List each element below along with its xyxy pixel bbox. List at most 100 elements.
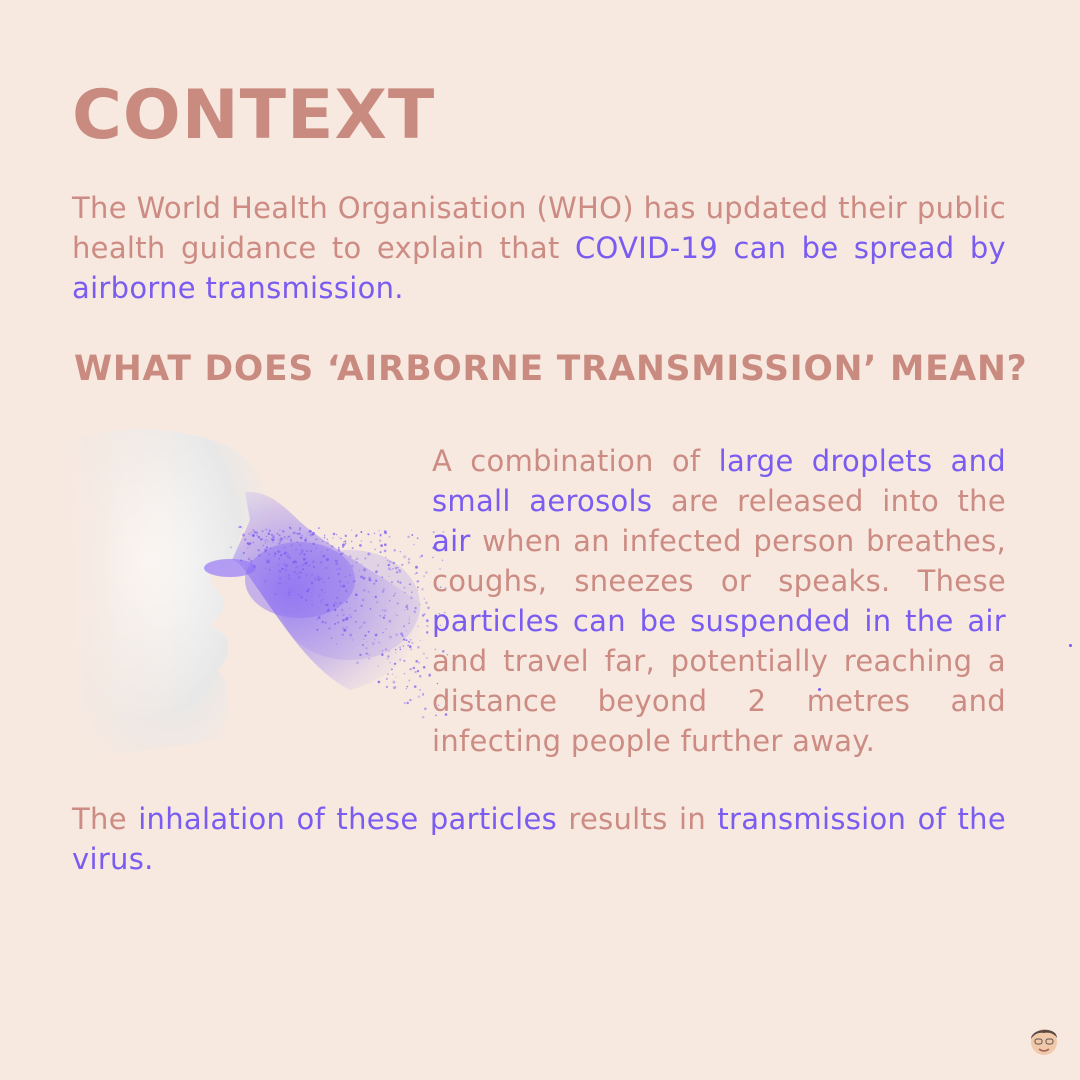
particle-dot <box>389 568 392 571</box>
particle-dot <box>444 713 448 716</box>
particle-dot <box>409 668 412 671</box>
intro-highlight: COVID-19 can be spread by airborne trans… <box>72 231 1006 305</box>
particle-dot <box>341 626 345 630</box>
particle-dot <box>299 553 302 555</box>
particle-dot <box>324 621 327 624</box>
particle-dot <box>423 575 426 578</box>
conclusion-highlight-1: inhalation of these particles <box>138 802 558 836</box>
particle-dot <box>338 567 341 571</box>
particle-dot <box>408 622 410 624</box>
particle-dot <box>405 688 407 690</box>
particle-dot <box>355 535 358 538</box>
particle-dot <box>401 563 404 566</box>
particle-dot <box>242 533 245 537</box>
body-highlight-2: air <box>432 524 471 558</box>
particle-dot <box>394 592 396 595</box>
particle-dot <box>421 614 425 617</box>
particle-dot <box>287 577 291 580</box>
particle-dot <box>425 619 429 623</box>
particle-dot <box>425 631 429 634</box>
particle-dot <box>229 546 233 549</box>
particle-dot <box>403 702 406 705</box>
particle-dot <box>371 642 375 645</box>
particle-dot <box>365 646 368 650</box>
particle-dot <box>284 564 288 568</box>
particle-dot <box>298 528 301 531</box>
particle-dot <box>295 548 297 551</box>
particle-dot <box>392 561 396 565</box>
particle-dot <box>336 621 340 624</box>
particle-dot <box>279 529 281 531</box>
particle-dot <box>411 534 414 536</box>
particle-dot <box>405 630 408 632</box>
particle-dot <box>403 609 406 611</box>
particle-dot <box>349 633 353 637</box>
particle-dot <box>349 616 352 618</box>
particle-dot <box>292 531 296 535</box>
particle-dot <box>383 530 387 534</box>
particle-dot <box>334 608 337 612</box>
particle-dot <box>271 535 275 539</box>
particle-dot <box>313 577 317 581</box>
particle-dot <box>320 600 323 603</box>
memoji-avatar-icon <box>1031 1029 1057 1055</box>
particle-dot <box>340 585 343 588</box>
particle-dot <box>337 589 339 592</box>
particle-dot <box>316 538 319 540</box>
particle-dot <box>362 576 366 580</box>
body-text-3: when an infected person breathes, coughs… <box>432 524 1006 598</box>
particle-dot <box>411 641 414 645</box>
particle-dot <box>285 563 288 567</box>
particle-dot <box>425 571 428 574</box>
particle-dot <box>381 649 384 652</box>
particle-dot <box>403 625 406 628</box>
particle-dot <box>384 543 387 546</box>
particle-dot <box>278 569 282 573</box>
particle-dot <box>354 620 357 623</box>
particle-dot <box>425 601 428 605</box>
particle-dot <box>301 535 304 537</box>
particle-dot <box>264 542 266 544</box>
particle-dot <box>420 554 423 558</box>
particle-dot <box>385 556 387 558</box>
particle-dot <box>361 598 365 602</box>
particle-dot <box>340 608 344 612</box>
particle-dot <box>428 673 431 677</box>
stray-particle <box>1069 644 1072 647</box>
particle-dot <box>335 559 338 563</box>
particle-dot <box>336 568 338 570</box>
particle-dot <box>421 588 424 591</box>
particle-dot <box>345 600 348 604</box>
particle-dot <box>408 679 411 682</box>
particle-dot <box>239 525 242 528</box>
particle-dot <box>374 548 377 551</box>
particle-dot <box>393 549 396 552</box>
particle-dot <box>312 560 315 563</box>
particle-dot <box>426 624 429 628</box>
particle-dot <box>338 580 342 583</box>
particle-dot <box>264 551 266 553</box>
body-text-1: A combination of <box>432 444 719 478</box>
particle-dot <box>268 568 271 571</box>
particle-dot <box>339 601 342 605</box>
particle-dot <box>403 672 406 675</box>
particle-dot <box>419 556 421 558</box>
particle-dot <box>355 593 358 597</box>
particle-dot <box>317 616 321 619</box>
particle-dot <box>283 563 286 565</box>
particle-dot <box>388 535 391 538</box>
particle-dot <box>276 532 279 535</box>
particle-dot <box>299 565 302 567</box>
particle-dot <box>434 699 437 702</box>
particle-dot <box>390 581 393 584</box>
particle-dot <box>388 560 392 564</box>
particle-dot <box>323 536 326 539</box>
particle-dot <box>307 564 311 567</box>
particle-dot <box>301 552 303 554</box>
particle-dot <box>348 607 351 609</box>
particle-dot <box>374 633 378 637</box>
particle-dot <box>296 532 299 535</box>
particle-dot <box>382 631 384 634</box>
particle-dot <box>299 536 302 539</box>
particle-dot <box>351 547 354 550</box>
